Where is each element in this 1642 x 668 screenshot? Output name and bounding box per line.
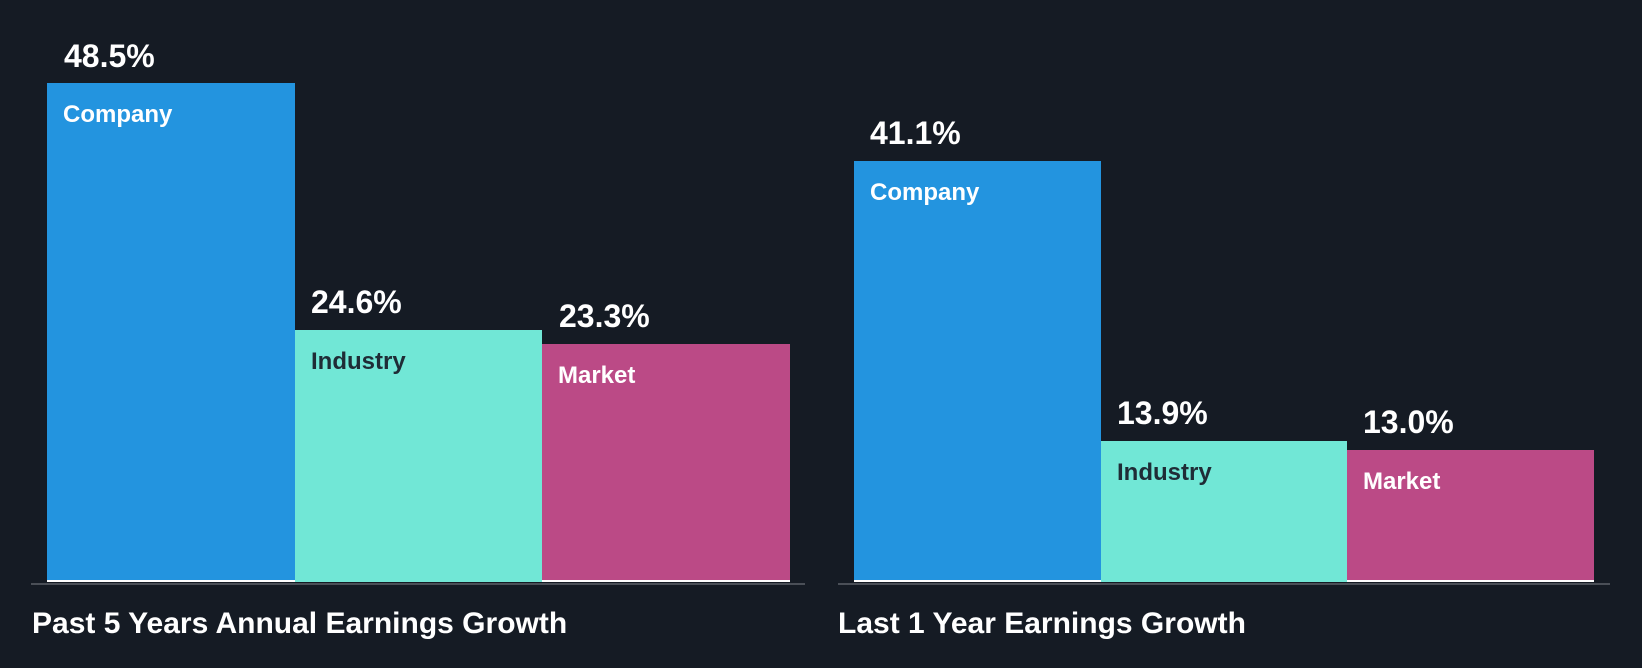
value-label-industry: 24.6%: [311, 284, 402, 320]
value-label-industry: 13.9%: [1117, 395, 1208, 431]
value-label-company: 41.1%: [870, 115, 961, 151]
bar-industry: Industry: [1101, 441, 1347, 582]
bar-label-industry: Industry: [311, 348, 406, 375]
bar-label-company: Company: [63, 101, 173, 128]
value-label-company: 48.5%: [64, 38, 155, 74]
bar-label-market: Market: [558, 362, 636, 389]
bar-industry: Industry: [295, 330, 542, 582]
chart-title: Past 5 Years Annual Earnings Growth: [32, 607, 568, 640]
value-label-market: 13.0%: [1363, 404, 1454, 440]
bar-market: Market: [1347, 450, 1594, 582]
bar-company: Company: [854, 161, 1101, 582]
bar-label-market: Market: [1363, 468, 1441, 495]
bar-market: Market: [542, 344, 790, 582]
x-axis-line: [838, 583, 1610, 585]
value-label-market: 23.3%: [559, 298, 650, 334]
bar-label-industry: Industry: [1117, 459, 1212, 486]
chart-title: Last 1 Year Earnings Growth: [838, 607, 1246, 640]
chart-last-1-year: 41.1% Company 13.9% Industry 13.0% Marke…: [821, 0, 1642, 668]
chart-past-5-years: 48.5% Company 24.6% Industry 23.3% Marke…: [31, 38, 805, 640]
x-axis-line: [31, 583, 805, 585]
bar-label-company: Company: [870, 179, 980, 206]
bar-company: Company: [47, 83, 295, 582]
